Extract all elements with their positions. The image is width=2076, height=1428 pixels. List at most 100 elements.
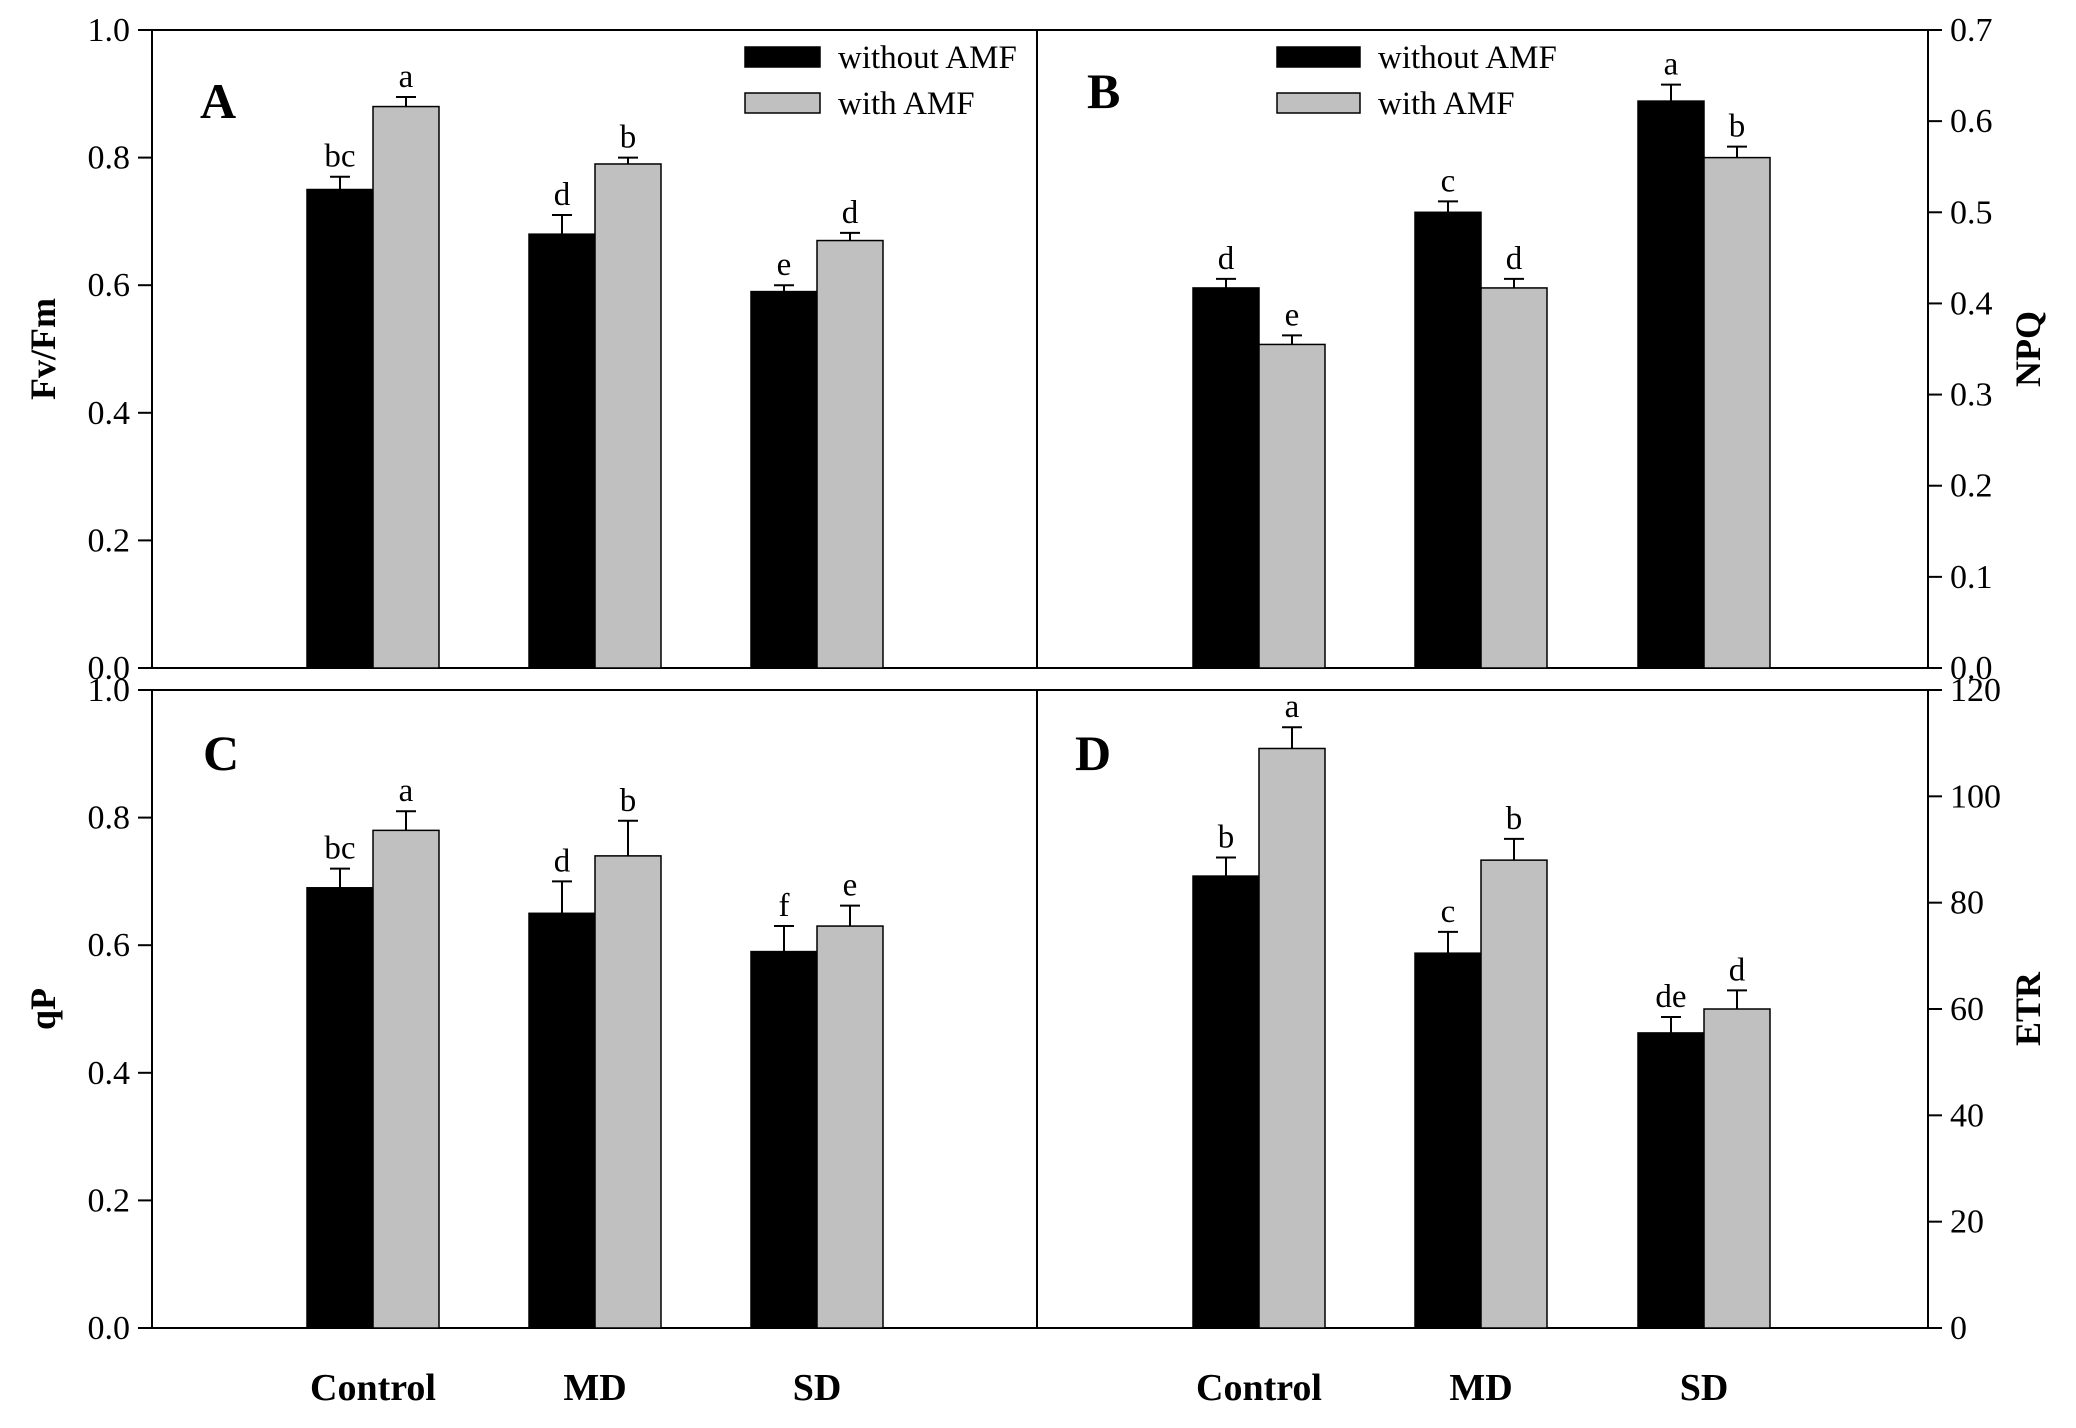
significance-letter: d [554, 177, 571, 213]
bar [372, 829, 440, 1329]
significance-letter: b [1506, 801, 1523, 837]
y-tick-label: 0.0 [88, 650, 131, 687]
legend-label: with AMF [1378, 86, 1515, 122]
bar [372, 105, 440, 669]
y-axis-title: qP [23, 988, 63, 1030]
bar [594, 163, 662, 669]
significance-letter: a [399, 59, 414, 95]
y-tick-label: 0.4 [1950, 285, 1993, 322]
y-tick-label: 40 [1950, 1097, 1984, 1134]
bar [1480, 287, 1548, 669]
y-tick-label: 0.6 [88, 927, 131, 964]
significance-letter: d [842, 195, 859, 231]
significance-letter: c [1441, 163, 1456, 199]
legend-swatch [744, 46, 821, 68]
legend: without AMF with AMF [744, 40, 1017, 122]
legend-label: without AMF [838, 40, 1017, 76]
bar [306, 188, 374, 669]
significance-letter: bc [324, 139, 355, 175]
panel-label: B [1087, 63, 1120, 119]
x-category-label: MD [563, 1367, 626, 1409]
y-tick-label: 1.0 [88, 12, 131, 49]
panel-a: 0.0 0.2 0.4 0.6 0.8 1.0 Fv/Fm Abc a d b e d without A… [23, 12, 1038, 687]
x-category-label: Control [1196, 1367, 1322, 1409]
significance-letter: e [1285, 297, 1300, 333]
bar [1703, 1008, 1771, 1329]
y-tick-label: 0.1 [1950, 559, 1993, 596]
y-tick-label: 20 [1950, 1204, 1984, 1241]
significance-letter: f [779, 888, 790, 924]
panel-d: 0 20 40 60 80 100 120 ETR Db a c b de d Control MD SD [1036, 672, 2048, 1409]
significance-letter: b [620, 783, 637, 819]
significance-letter: d [1729, 952, 1746, 988]
significance-letter: b [1729, 109, 1746, 145]
y-axis-title: NPQ [2008, 311, 2048, 387]
bar [594, 855, 662, 1329]
significance-letter: a [1664, 47, 1679, 83]
panel-b: 0.0 0.1 0.2 0.3 0.4 0.5 0.6 0.7 NPQ Bd e c d a b withou… [1036, 12, 2048, 687]
x-category-label: Control [310, 1367, 436, 1409]
significance-letter: a [1285, 689, 1300, 725]
legend-label: with AMF [838, 86, 975, 122]
bar [1258, 343, 1326, 669]
y-axis-title: Fv/Fm [23, 298, 63, 400]
bar [1414, 952, 1482, 1329]
significance-letter: b [1218, 819, 1235, 855]
bar [1258, 747, 1326, 1329]
significance-letter: bc [324, 831, 355, 867]
legend-label: without AMF [1378, 40, 1557, 76]
y-tick-label: 0.2 [88, 522, 131, 559]
y-tick-label: 1.0 [88, 672, 131, 709]
y-tick-label: 60 [1950, 991, 1984, 1028]
bar [1637, 1032, 1705, 1329]
y-tick-label: 0.6 [88, 267, 131, 304]
bar [1480, 859, 1548, 1329]
bar [1192, 287, 1260, 669]
significance-letter: c [1441, 894, 1456, 930]
bar [750, 290, 818, 669]
bar [306, 887, 374, 1329]
y-tick-label: 0 [1950, 1310, 1967, 1347]
y-tick-label: 100 [1950, 778, 2001, 815]
significance-letter: b [620, 120, 637, 156]
significance-letter: d [1506, 241, 1523, 277]
y-tick-label: 0.5 [1950, 194, 1993, 231]
y-tick-label: 0.0 [1950, 650, 1993, 687]
x-category-label: MD [1449, 1367, 1512, 1409]
bar [1414, 211, 1482, 669]
bar [528, 912, 596, 1329]
significance-letter: a [399, 773, 414, 809]
y-tick-label: 80 [1950, 885, 1984, 922]
y-tick-label: 0.8 [88, 140, 131, 177]
y-tick-label: 0.4 [88, 1055, 131, 1092]
bar [816, 239, 884, 669]
y-tick-label: 0.2 [1950, 468, 1993, 505]
significance-letter: d [554, 843, 571, 879]
x-category-label: SD [793, 1367, 842, 1409]
y-tick-label: 120 [1950, 672, 2001, 709]
y-tick-label: 0.7 [1950, 12, 1993, 49]
significance-letter: e [843, 868, 858, 904]
y-tick-label: 0.0 [88, 1310, 131, 1347]
legend-swatch [744, 92, 821, 114]
panel-label: C [203, 725, 239, 781]
legend-swatch [1276, 46, 1361, 68]
bar [1637, 100, 1705, 669]
y-tick-label: 0.8 [88, 800, 131, 837]
panel-c: 0.0 0.2 0.4 0.6 0.8 1.0 qP Cbc a d b f e Control MD SD [23, 672, 1038, 1409]
y-tick-label: 0.3 [1950, 377, 1993, 414]
panel-label: A [200, 73, 236, 129]
bar [750, 950, 818, 1329]
legend: without AMF with AMF [1276, 40, 1557, 122]
bar [816, 925, 884, 1329]
significance-letter: d [1218, 241, 1235, 277]
bar [528, 233, 596, 669]
y-tick-label: 0.2 [88, 1182, 131, 1219]
significance-letter: e [777, 247, 792, 283]
x-category-label: SD [1680, 1367, 1729, 1409]
y-tick-label: 0.4 [88, 395, 131, 432]
y-tick-label: 0.6 [1950, 103, 1993, 140]
bar [1192, 875, 1260, 1329]
